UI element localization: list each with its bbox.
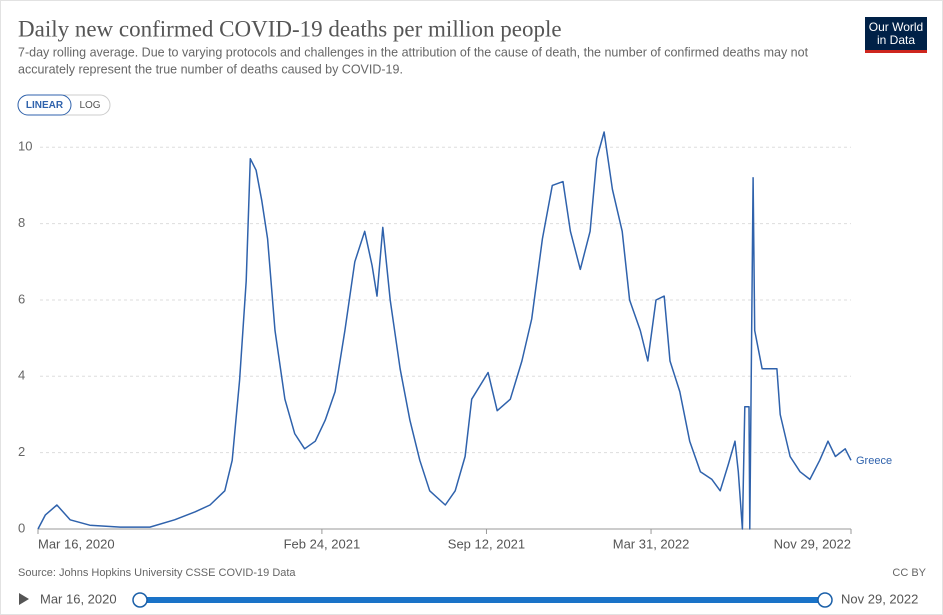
scale-toggle: LINEAR LOG — [17, 94, 111, 116]
timeline-track — [140, 597, 825, 603]
subtitle: accurately represent the true number of … — [18, 62, 403, 76]
timeline-handle[interactable] — [817, 592, 833, 608]
timeline: Mar 16, 2020 Nov 29, 2022 — [19, 591, 918, 608]
chart-title: Daily new confirmed COVID-19 deaths per … — [18, 16, 562, 41]
play-button[interactable] — [19, 593, 29, 605]
logo-bar — [865, 50, 927, 53]
x-tick-label: Mar 16, 2020 — [38, 536, 115, 551]
line — [37, 131, 852, 530]
x-tick-label: Sep 12, 2021 — [448, 536, 525, 551]
linear-button[interactable]: LINEAR — [26, 100, 64, 111]
logo-box — [865, 17, 927, 52]
x-tick-label: Nov 29, 2022 — [774, 536, 851, 551]
y-tick-label: 4 — [18, 368, 25, 383]
subtitle: 7-day rolling average. Due to varying pr… — [18, 45, 809, 59]
y-tick-label: 0 — [18, 520, 25, 535]
source: Source: Johns Hopkins University CSSE CO… — [18, 567, 296, 579]
logo-text: Our World — [869, 20, 923, 34]
y-tick-label: 6 — [18, 291, 25, 306]
logo-text: in Data — [877, 33, 915, 47]
log-button[interactable]: LOG — [79, 100, 100, 111]
timeline-handle[interactable] — [132, 592, 148, 608]
x-tick-label: Mar 31, 2022 — [613, 536, 690, 551]
timeline-start: Mar 16, 2020 — [40, 591, 117, 606]
y-tick-label: 8 — [18, 215, 25, 230]
series-label: Greece — [856, 455, 892, 467]
timeline-end: Nov 29, 2022 — [841, 591, 918, 606]
license: CC BY — [892, 567, 926, 579]
y-tick-label: 10 — [18, 139, 32, 154]
toggle-active[interactable] — [17, 94, 72, 116]
y-tick-label: 2 — [18, 444, 25, 459]
logo: Our World in Data — [865, 17, 927, 53]
x-tick-label: Feb 24, 2021 — [284, 536, 361, 551]
